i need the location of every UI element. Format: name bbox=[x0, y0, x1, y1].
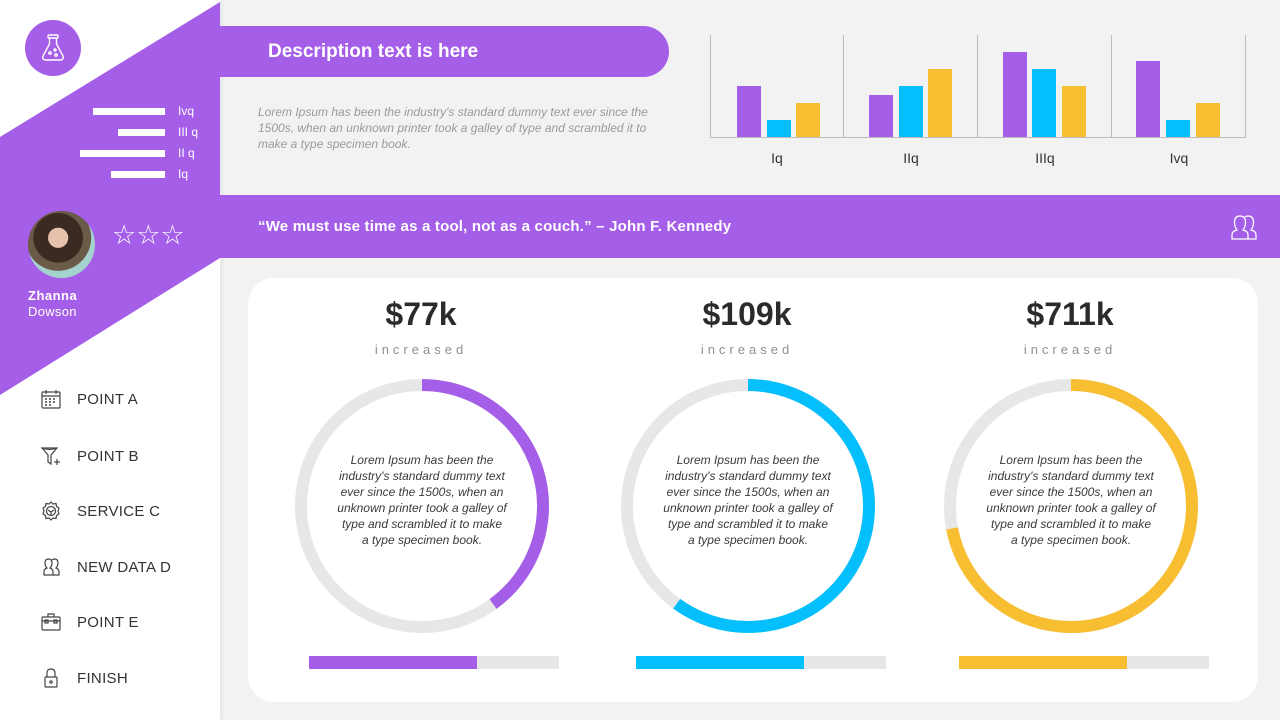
legend-row: Ivq bbox=[0, 104, 220, 118]
users-icon bbox=[1231, 215, 1257, 240]
bar bbox=[928, 69, 952, 137]
chart-group-iiq bbox=[844, 35, 978, 137]
users-icon bbox=[40, 556, 62, 578]
chart-group-ivq bbox=[1112, 35, 1246, 137]
description-banner: Description text is here bbox=[220, 26, 669, 77]
legend-label: III q bbox=[178, 125, 199, 139]
sidebar-item-label: NEW DATA D bbox=[77, 558, 172, 576]
progress-bar-fill bbox=[636, 656, 804, 669]
progress-bar bbox=[636, 656, 886, 669]
x-tick-label: IIq bbox=[903, 150, 919, 166]
sidebar-item-label: POINT E bbox=[77, 613, 139, 631]
gear-icon bbox=[40, 500, 62, 522]
flask-icon bbox=[42, 34, 64, 61]
legend-label: Ivq bbox=[178, 104, 195, 118]
bar bbox=[1166, 120, 1190, 137]
kpi-2: $109k increased Lorem Ipsum has been the… bbox=[582, 278, 912, 702]
briefcase-icon bbox=[40, 611, 62, 633]
progress-bar-fill bbox=[309, 656, 477, 669]
kpi-description: Lorem Ipsum has been the industry's stan… bbox=[986, 453, 1156, 547]
kpi-subtitle: increased bbox=[1023, 342, 1117, 357]
kpi-value: $109k bbox=[702, 296, 792, 332]
bar bbox=[1196, 103, 1220, 137]
quote-text: “We must use time as a tool, not as a co… bbox=[258, 218, 732, 235]
page-title: Description text is here bbox=[268, 40, 479, 62]
description-body: Lorem Ipsum has been the industry's stan… bbox=[258, 105, 648, 151]
progress-bar-fill bbox=[959, 656, 1127, 669]
progress-bar bbox=[309, 656, 559, 669]
x-tick-label: IIIq bbox=[1035, 150, 1055, 166]
legend-row: III q bbox=[0, 125, 220, 139]
x-tick-label: Iq bbox=[771, 150, 783, 166]
bar bbox=[1136, 61, 1160, 137]
legend-bar bbox=[80, 149, 165, 157]
sidebar-item-new-data-d[interactable]: NEW DATA D bbox=[40, 552, 171, 582]
legend-bar bbox=[111, 170, 165, 178]
bar bbox=[1062, 86, 1086, 137]
bar bbox=[1003, 52, 1027, 137]
progress-ring bbox=[295, 379, 549, 633]
calendar-icon bbox=[40, 388, 62, 410]
sidebar-item-finish[interactable]: FINISH bbox=[40, 663, 128, 693]
kpi-1: $77k increased Lorem Ipsum has been the … bbox=[256, 278, 586, 702]
rating-stars: ☆☆☆ bbox=[112, 220, 185, 250]
progress-bar bbox=[959, 656, 1209, 669]
chart-group-iiiq bbox=[978, 35, 1112, 137]
kpi-description: Lorem Ipsum has been the industry's stan… bbox=[337, 453, 507, 547]
kpi-3: $711k increased Lorem Ipsum has been the… bbox=[905, 278, 1235, 702]
legend-bar bbox=[93, 107, 165, 115]
progress-ring bbox=[944, 379, 1198, 633]
legend-row: II q bbox=[0, 146, 220, 160]
bar bbox=[899, 86, 923, 137]
sidebar-item-label: POINT A bbox=[77, 390, 139, 408]
bar bbox=[767, 120, 791, 137]
legend-label: II q bbox=[178, 146, 195, 160]
sidebar-item-label: SERVICE C bbox=[77, 502, 161, 520]
sidebar-item-service-c[interactable]: SERVICE C bbox=[40, 496, 160, 526]
quarterly-bar-chart: Iq IIq IIIq Ivq bbox=[710, 35, 1246, 175]
kpi-value: $711k bbox=[1026, 296, 1114, 332]
profile-first-name: Zhanna bbox=[28, 288, 78, 303]
logo bbox=[25, 20, 81, 76]
bar bbox=[869, 95, 893, 137]
sidebar-item-point-e[interactable]: POINT E bbox=[40, 607, 139, 637]
sidebar: Ivq III q II q Iq ☆☆☆ Zhanna Dowson bbox=[0, 0, 220, 720]
kpi-subtitle: increased bbox=[700, 342, 794, 357]
x-tick-label: Ivq bbox=[1169, 150, 1189, 166]
bar bbox=[1032, 69, 1056, 137]
chart-axis bbox=[710, 137, 1246, 138]
lock-icon bbox=[40, 667, 62, 689]
legend-label: Iq bbox=[178, 167, 189, 181]
sidebar-item-point-b[interactable]: POINT B bbox=[40, 441, 139, 471]
progress-ring bbox=[621, 379, 875, 633]
kpi-card: $77k increased Lorem Ipsum has been the … bbox=[248, 278, 1258, 702]
sidebar-item-point-a[interactable]: POINT A bbox=[40, 384, 138, 414]
quote-band: “We must use time as a tool, not as a co… bbox=[220, 195, 1280, 258]
sidebar-diagonal-band bbox=[0, 2, 220, 395]
avatar bbox=[28, 211, 95, 278]
bar bbox=[796, 103, 820, 137]
kpi-subtitle: increased bbox=[374, 342, 468, 357]
profile-last-name: Dowson bbox=[28, 304, 77, 319]
funnel-plus-icon bbox=[40, 445, 62, 467]
kpi-value: $77k bbox=[385, 296, 457, 332]
sidebar-item-label: FINISH bbox=[77, 669, 128, 687]
kpi-description: Lorem Ipsum has been the industry's stan… bbox=[663, 453, 833, 547]
legend-row: Iq bbox=[0, 167, 220, 181]
bar bbox=[737, 86, 761, 137]
chart-group-iq bbox=[710, 35, 844, 137]
sidebar-item-label: POINT B bbox=[77, 447, 139, 465]
legend-bar bbox=[118, 128, 165, 136]
